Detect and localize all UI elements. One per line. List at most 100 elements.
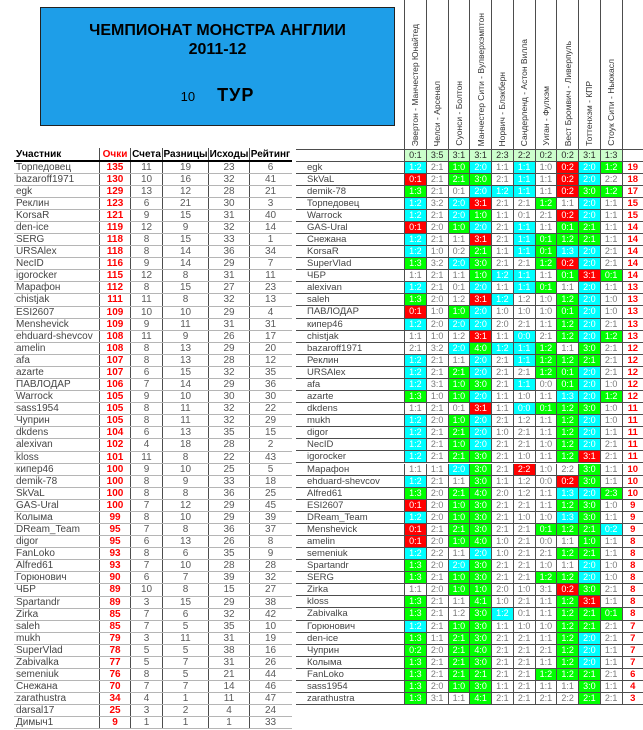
- participant-name: igorocker: [14, 270, 100, 282]
- rating-value: 45: [264, 499, 277, 511]
- prediction-cell: 1:0: [491, 535, 513, 548]
- prediction-cell: 2:1: [404, 342, 426, 354]
- prediction-cell: 1:2: [404, 439, 426, 451]
- prediction-cell: 2:2: [556, 463, 578, 475]
- outcomes-value: 32: [209, 403, 250, 415]
- points-value: 79: [100, 632, 131, 644]
- round-points: 8: [621, 560, 643, 572]
- prediction-cell: 1:1: [556, 680, 578, 693]
- outcomes-value: 29: [209, 596, 250, 608]
- results-row-spacer: [296, 150, 404, 161]
- participant-name: Снежана: [14, 681, 100, 693]
- outcomes-value: 29: [209, 511, 250, 524]
- prediction-cell: 2:0: [578, 330, 600, 342]
- outcomes-value: 11: [209, 693, 250, 705]
- prediction-cell: 0:1: [534, 403, 557, 415]
- prediction-cell: 3:1: [469, 233, 491, 246]
- prediction-row: azarte 1:3 1:0 1:0 2:0 1:1 1:0 1:1 1:3 2:0 1:2 12: [296, 391, 643, 404]
- predictor-name: Spartandr: [307, 560, 349, 572]
- prediction-cell: 1:2: [556, 427, 578, 439]
- prediction-cell: 2:0: [578, 306, 600, 318]
- rating-value: 35: [264, 366, 277, 378]
- predictor-name: кипер46: [307, 318, 343, 330]
- round-points: 12: [621, 366, 643, 378]
- round-points: 11: [621, 403, 643, 415]
- prediction-cell: 1:1: [512, 282, 535, 294]
- prediction-cell: 2:1: [599, 258, 622, 270]
- prediction-cell: 3:2: [425, 342, 448, 354]
- scores-value: 11: [131, 294, 163, 306]
- scores-value: 7: [131, 608, 163, 620]
- prediction-cell: 2:1: [425, 161, 448, 173]
- points-value: 100: [100, 487, 131, 499]
- prediction-cell: 1:1: [534, 185, 557, 197]
- outcomes-value: 32: [209, 608, 250, 620]
- participant-name: Warrock: [14, 391, 100, 403]
- round-points: 14: [621, 221, 643, 233]
- prediction-cell: 0:1: [447, 403, 470, 415]
- scores-value: 11: [131, 161, 163, 173]
- participant-name: ЧБР: [14, 584, 100, 596]
- outcomes-value: 32: [209, 221, 250, 233]
- scores-value: 8: [131, 282, 163, 294]
- points-value: 34: [100, 693, 131, 705]
- prediction-cell: 1:0: [512, 511, 535, 523]
- rating-value: 27: [264, 584, 277, 596]
- rating-value: 6: [267, 161, 274, 173]
- prediction-cell: 1:0: [534, 439, 557, 451]
- prediction-cell: 1:1: [512, 378, 535, 391]
- prediction-cell: 1:2: [404, 620, 426, 632]
- outcomes-value: 30: [209, 197, 250, 209]
- prediction-cell: 2:1: [491, 523, 513, 535]
- prediction-cell: 3:0: [578, 463, 600, 475]
- prediction-cell: 1:1: [599, 463, 622, 475]
- differences-value: 18: [163, 439, 209, 451]
- scores-value: 6: [131, 427, 163, 439]
- outcomes-value: 38: [209, 644, 250, 656]
- round-points: 3: [621, 693, 643, 705]
- outcomes-value: 27: [209, 282, 250, 294]
- scores-value: 11: [131, 330, 163, 342]
- prediction-cell: 1:1: [599, 680, 622, 693]
- prediction-cell: 1:1: [512, 342, 535, 354]
- prediction-cell: 1:1: [556, 535, 578, 548]
- standings-row: azarte 107 6 15 32 35: [14, 366, 292, 380]
- prediction-cell: 2:1: [491, 378, 513, 391]
- scores-value: 8: [131, 475, 163, 487]
- prediction-cell: 2:1: [599, 354, 622, 366]
- prediction-cell: 1:1: [599, 282, 622, 294]
- rating-value: 33: [264, 717, 277, 729]
- prediction-cell: 1:2: [556, 620, 578, 632]
- rating-value: 16: [264, 644, 277, 656]
- prediction-cell: 1:2: [534, 668, 557, 680]
- rating-value: 44: [264, 669, 277, 681]
- prediction-cell: 2:0: [469, 282, 491, 294]
- match-header: Вест Бромвич - Ливерпуль: [556, 0, 578, 149]
- prediction-cell: 1:2: [404, 451, 426, 463]
- outcomes-value: 25: [209, 463, 250, 475]
- prediction-cell: 1:1: [512, 185, 535, 197]
- prediction-cell: 1:1: [534, 415, 557, 427]
- standings-row: Spartandr 89 3 15 29 38: [14, 596, 292, 609]
- prediction-cell: 2:1: [425, 427, 448, 439]
- result-cell: 2:2: [512, 150, 535, 161]
- prediction-cell: 1:2: [404, 233, 426, 246]
- participant-name: Spartandr: [14, 596, 100, 608]
- points-value: 129: [100, 185, 131, 197]
- prediction-cell: 1:2: [404, 475, 426, 487]
- prediction-cell: 2:0: [425, 535, 448, 548]
- standings-row: afa 107 8 13 28 12: [14, 354, 292, 367]
- prediction-row: Марафон 1:1 1:1 2:0 3:0 2:1 2:2 1:0 2:2 3:0 1:1 10: [296, 463, 643, 476]
- prediction-cell: 2:1: [599, 246, 622, 258]
- prediction-cell: 2:1: [491, 197, 513, 209]
- prediction-cell: 2:0: [469, 221, 491, 233]
- prediction-cell: 2:0: [447, 258, 470, 270]
- participant-name: egk: [14, 185, 100, 197]
- outcomes-value: 26: [209, 330, 250, 342]
- outcomes-value: 26: [209, 536, 250, 548]
- points-value: 106: [100, 379, 131, 391]
- prediction-cell: 1:3: [404, 668, 426, 680]
- standings-row: SkVaL 100 8 8 36 25: [14, 487, 292, 500]
- prediction-cell: 1:1: [534, 318, 557, 330]
- prediction-cell: 1:1: [599, 656, 622, 668]
